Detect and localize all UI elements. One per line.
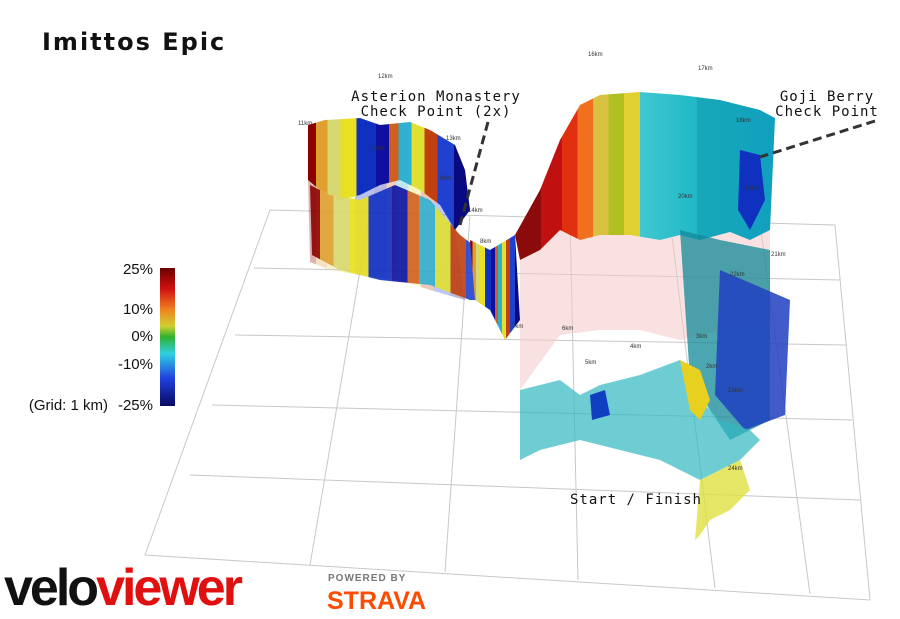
km-label: 5km	[585, 360, 596, 366]
strava-logo: STRAVA	[327, 587, 426, 615]
color-scale	[160, 268, 175, 406]
annotations: Asterion Monastery Check Point (2x) Goji…	[351, 89, 879, 508]
annotation: Asterion Monastery	[351, 89, 521, 105]
km-label: 7km	[512, 324, 523, 330]
km-label: 16km	[588, 52, 603, 58]
legend-label: -10%	[118, 356, 153, 373]
km-label: 20km	[678, 194, 693, 200]
km-label: 24km	[728, 466, 743, 472]
km-label: 3km	[696, 334, 707, 340]
km-label: 21km	[771, 252, 786, 258]
branding: veloviewer POWERED BY STRAVA	[4, 559, 426, 617]
km-label: 8km	[480, 239, 491, 245]
legend-label: 10%	[123, 301, 153, 318]
km-label: 19km	[745, 186, 760, 192]
brand-velo: velo	[4, 559, 97, 617]
annotation: Check Point	[775, 104, 879, 120]
km-label: 12km	[378, 74, 393, 80]
annotation: Check Point (2x)	[361, 104, 512, 120]
powered-by: POWERED BY	[328, 573, 406, 584]
brand-viewer: viewer	[96, 559, 243, 617]
km-label: 4km	[630, 344, 641, 350]
annotation-pointer	[759, 119, 876, 159]
km-label: 18km	[736, 118, 751, 124]
annotation-pointer	[458, 121, 490, 226]
annotation: Start / Finish	[570, 492, 702, 508]
km-markers: 11km 12km 10km 13km 9km 14km 8km 7km 6km…	[298, 52, 786, 472]
km-label: 6km	[562, 326, 573, 332]
brand-logo: veloviewer	[4, 559, 243, 617]
km-label: 9km	[440, 176, 451, 182]
km-label: 14km	[468, 208, 483, 214]
km-label: 2km	[706, 364, 717, 370]
legend-grid-note: (Grid: 1 km)	[29, 397, 108, 414]
km-label: 10km	[370, 146, 385, 152]
legend-label: -25%	[118, 397, 153, 414]
elevation-ribbon	[308, 92, 790, 540]
annotation: Goji Berry	[780, 89, 874, 105]
km-label: 13km	[446, 136, 461, 142]
km-label: 11km	[298, 121, 312, 127]
km-label: 23km	[728, 388, 743, 394]
title: Imittos Epic	[42, 28, 226, 56]
km-label: 17km	[698, 66, 713, 72]
legend-label: 25%	[123, 261, 153, 278]
km-label: 22km	[730, 272, 745, 278]
gradient-legend: 25% 10% 0% -10% -25% (Grid: 1 km)	[29, 261, 175, 414]
legend-label: 0%	[131, 328, 153, 345]
